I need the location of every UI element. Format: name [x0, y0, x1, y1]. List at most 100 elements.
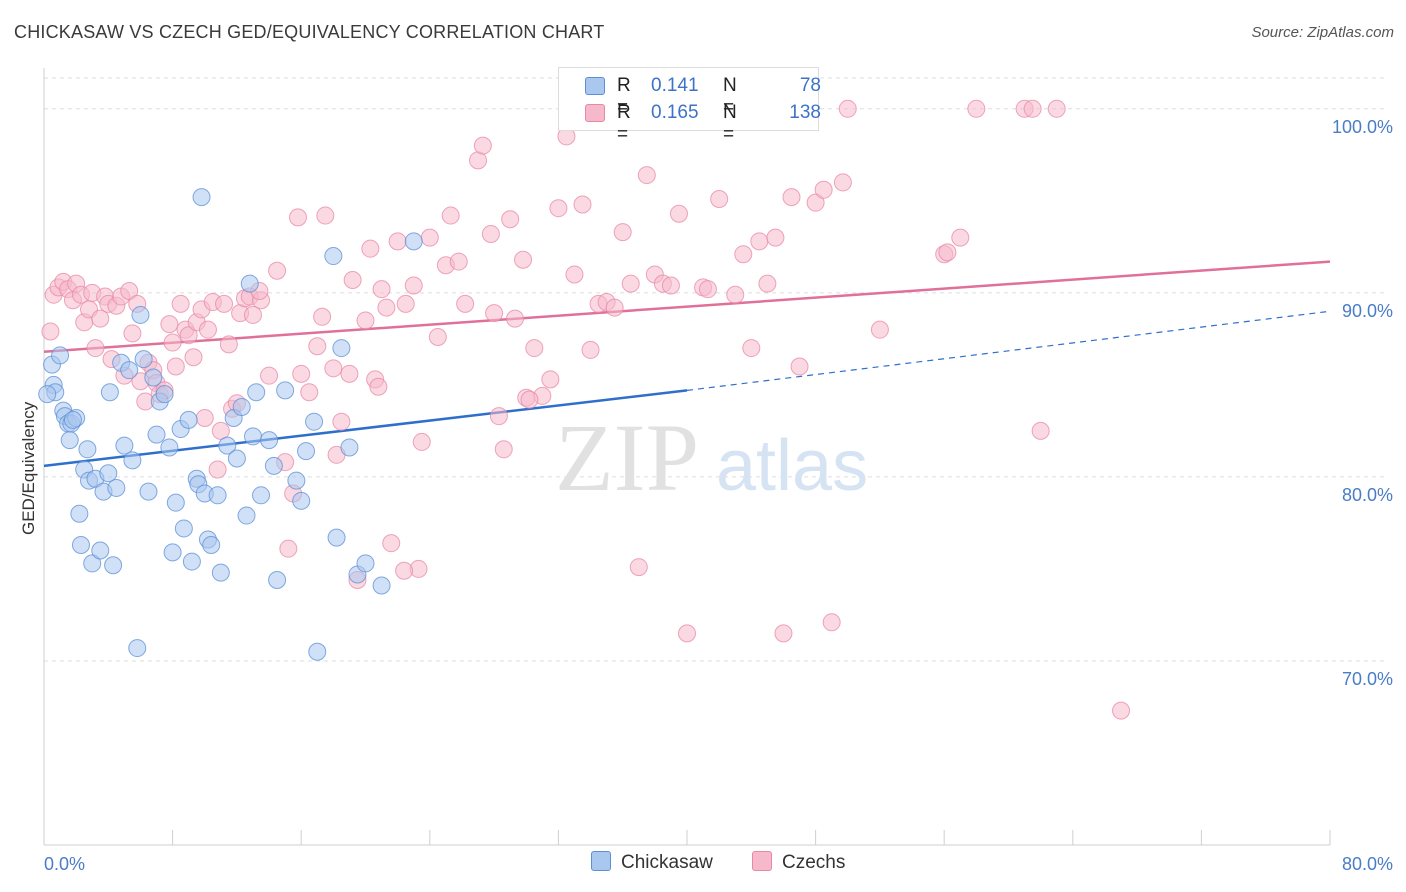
chickasaw-point — [252, 486, 271, 505]
chickasaw-point — [211, 563, 230, 582]
r-value: 0.141 — [651, 75, 699, 96]
czechs-point — [549, 199, 568, 218]
chickasaw-point — [115, 436, 134, 455]
chickasaw-swatch — [585, 77, 605, 95]
czechs-trend-line — [43, 260, 1331, 353]
czechs-point — [171, 294, 190, 313]
czechs-point — [613, 223, 632, 242]
czechs-point — [520, 390, 539, 409]
chart-title: CHICKASAW VS CZECH GED/EQUIVALENCY CORRE… — [14, 22, 605, 42]
czechs-point — [388, 232, 407, 251]
czechs-point — [790, 357, 809, 376]
chickasaw-point — [139, 482, 158, 501]
czechs-point — [698, 280, 717, 299]
czechs-point — [456, 294, 475, 313]
czechs-point — [494, 440, 513, 459]
czechs-point — [669, 204, 688, 223]
czechs-point — [412, 432, 431, 451]
czechs-point — [1047, 99, 1066, 118]
watermark-zip: ZIP — [555, 404, 699, 511]
czechs-point — [86, 339, 105, 358]
czechs-point — [678, 624, 696, 643]
czechs-point — [41, 322, 60, 341]
czechs-point — [485, 304, 504, 323]
chickasaw-point — [99, 464, 118, 483]
chickasaw-point — [163, 543, 182, 562]
czechs-point — [208, 460, 227, 479]
czechs-point — [565, 265, 584, 284]
stats-legend: R = 0.141 N = 78 R = 0.165 N = 138 — [558, 67, 821, 145]
czechs-point — [420, 228, 439, 247]
chickasaw-point — [51, 346, 70, 365]
czechs-point — [833, 173, 852, 192]
r-label: R = — [617, 102, 631, 145]
chickasaw-point — [208, 486, 227, 505]
czechs-swatch — [585, 104, 605, 122]
czechs-point — [822, 613, 841, 632]
czechs-point — [581, 340, 600, 359]
czechs-point — [316, 206, 335, 225]
chickasaw-point — [160, 438, 179, 457]
legend-label: Chickasaw — [621, 852, 713, 873]
chickasaw-point — [227, 449, 246, 468]
n-value: 78 — [799, 75, 821, 96]
data-points — [38, 94, 1131, 720]
czechs-point — [750, 232, 769, 251]
czechs-point — [120, 282, 139, 301]
czechs-point — [292, 364, 311, 383]
czechs-point — [260, 366, 279, 385]
czechs-point — [766, 228, 785, 247]
chickasaw-point — [218, 436, 237, 455]
watermark-atlas: atlas — [716, 426, 868, 506]
chickasaw-point — [107, 478, 126, 497]
czechs-point — [308, 337, 327, 356]
chickasaw-point — [202, 536, 221, 555]
czechs-point — [541, 370, 560, 389]
czechs-point — [637, 166, 656, 185]
legend-item-chickasaw[interactable]: Chickasaw — [591, 851, 713, 874]
chickasaw-point — [192, 188, 211, 207]
chickasaw-point — [276, 381, 295, 400]
chickasaw-swatch — [591, 851, 611, 871]
czechs-point — [710, 189, 729, 208]
chickasaw-trend-extension — [686, 310, 1331, 391]
czechs-point — [505, 309, 524, 328]
r-label: R = — [617, 75, 631, 118]
czechs-point — [184, 348, 203, 367]
chickasaw-point — [134, 350, 153, 369]
chickasaw-point — [63, 410, 82, 429]
czechs-point — [215, 294, 234, 313]
czechs-point — [356, 311, 375, 330]
y-tick-label: 70.0% — [1342, 669, 1393, 689]
trend-lines — [43, 260, 1331, 468]
chickasaw-point — [260, 431, 279, 450]
czechs-point — [288, 208, 307, 227]
chickasaw-point — [174, 519, 193, 538]
czechs-point — [449, 252, 468, 271]
legend-item-czechs[interactable]: Czechs — [752, 851, 845, 874]
czechs-point — [279, 539, 298, 558]
y-tick-label: 80.0% — [1342, 485, 1393, 505]
chickasaw-point — [131, 305, 150, 324]
czechs-point — [605, 298, 624, 317]
chickasaw-point — [372, 576, 391, 595]
chickasaw-point — [128, 639, 147, 658]
chickasaw-point — [120, 361, 139, 380]
czechs-point — [782, 188, 801, 207]
czechs-point — [621, 274, 640, 293]
czechs-point — [481, 224, 500, 243]
czechs-point — [661, 276, 680, 295]
czechs-point — [489, 407, 508, 426]
chickasaw-point — [356, 554, 375, 573]
chickasaw-point — [100, 383, 119, 402]
n-label: N = — [723, 102, 737, 145]
czechs-point — [525, 339, 544, 358]
chickasaw-point — [166, 493, 185, 512]
x-tick-labels: 0.0% 80.0% — [44, 854, 1393, 874]
y-tick-label: 100.0% — [1332, 117, 1393, 137]
czechs-point — [343, 270, 362, 289]
chickasaw-point — [340, 438, 359, 457]
x-tick-label: 80.0% — [1342, 854, 1393, 874]
czechs-point — [91, 309, 110, 328]
chickasaw-point — [308, 642, 327, 661]
